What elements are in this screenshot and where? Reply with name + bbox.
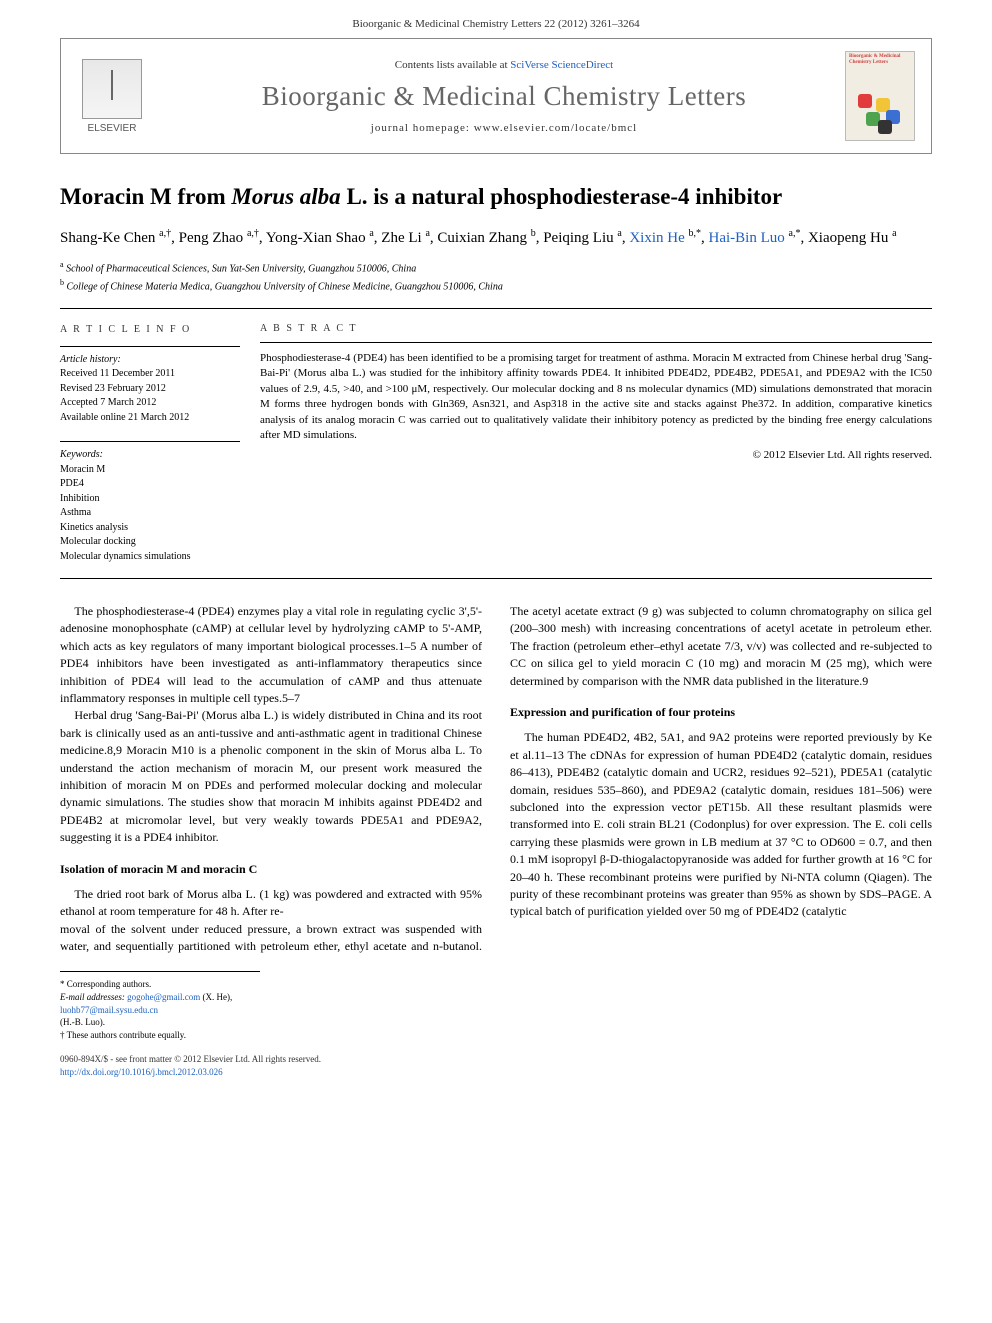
title-part-1: Moracin M from: [60, 184, 231, 209]
authors-line: Shang-Ke Chen a,†, Peng Zhao a,†, Yong-X…: [60, 226, 932, 250]
body-p2: Herbal drug 'Sang-Bai-Pi' (Morus alba L.…: [60, 707, 482, 846]
affiliations: a School of Pharmaceutical Sciences, Sun…: [60, 259, 932, 294]
rule-bottom: [60, 578, 932, 579]
keyword: Kinetics analysis: [60, 521, 240, 536]
title-species: Morus alba: [231, 184, 340, 209]
journal-cover-thumb: Bioorganic & Medicinal Chemistry Letters: [845, 51, 915, 141]
abstract-heading: A B S T R A C T: [260, 323, 932, 334]
abstract: A B S T R A C T Phosphodiesterase-4 (PDE…: [260, 323, 932, 564]
article-title: Moracin M from Morus alba L. is a natura…: [60, 182, 932, 212]
info-abstract-row: A R T I C L E I N F O Article history: R…: [60, 309, 932, 578]
body-p3: The dried root bark of Morus alba L. (1 …: [60, 886, 482, 921]
cover-blob-5: [878, 120, 892, 134]
history-online: Available online 21 March 2012: [60, 411, 240, 426]
keyword: Moracin M: [60, 463, 240, 478]
elsevier-tree-icon: [82, 59, 142, 119]
history-label: Article history:: [60, 353, 240, 368]
cover-blob-1: [858, 94, 872, 108]
sciencedirect-link[interactable]: SciVerse ScienceDirect: [510, 59, 613, 71]
history-received: Received 11 December 2011: [60, 367, 240, 382]
heading-isolation: Isolation of moracin M and moracin C: [60, 861, 482, 878]
keyword: Asthma: [60, 506, 240, 521]
keyword: PDE4: [60, 477, 240, 492]
abstract-text: Phosphodiesterase-4 (PDE4) has been iden…: [260, 351, 932, 443]
keyword: Molecular docking: [60, 535, 240, 550]
article-info: A R T I C L E I N F O Article history: R…: [60, 323, 260, 564]
affiliation-b: b College of Chinese Materia Medica, Gua…: [60, 277, 932, 294]
contents-prefix: Contents lists available at: [395, 59, 510, 71]
body-p1: The phosphodiesterase-4 (PDE4) enzymes p…: [60, 603, 482, 707]
history-accepted: Accepted 7 March 2012: [60, 396, 240, 411]
keywords-label: Keywords:: [60, 448, 240, 463]
title-part-2: L. is a natural phosphodiesterase-4 inhi…: [341, 184, 783, 209]
journal-header-box: ELSEVIER Contents lists available at Sci…: [60, 38, 932, 154]
email-link-1[interactable]: gogohe@gmail.com: [127, 992, 200, 1002]
contents-line: Contents lists available at SciVerse Sci…: [163, 59, 845, 71]
footnote-emails: E-mail addresses: gogohe@gmail.com (X. H…: [60, 991, 260, 1016]
journal-header-center: Contents lists available at SciVerse Sci…: [163, 59, 845, 134]
body-text: The phosphodiesterase-4 (PDE4) enzymes p…: [60, 603, 932, 955]
page-footer: 0960-894X/$ - see front matter © 2012 El…: [60, 1053, 932, 1078]
footnotes: * Corresponding authors. E-mail addresse…: [60, 971, 260, 1041]
affiliation-a: a School of Pharmaceutical Sciences, Sun…: [60, 259, 932, 276]
footer-line1: 0960-894X/$ - see front matter © 2012 El…: [60, 1053, 932, 1066]
footnote-email-who2: (H.-B. Luo).: [60, 1016, 260, 1029]
doi-link[interactable]: http://dx.doi.org/10.1016/j.bmcl.2012.03…: [60, 1067, 223, 1077]
body-p5: The human PDE4D2, 4B2, 5A1, and 9A2 prot…: [510, 729, 932, 920]
journal-homepage: journal homepage: www.elsevier.com/locat…: [163, 122, 845, 134]
email-link-2[interactable]: luohb77@mail.sysu.edu.cn: [60, 1005, 158, 1015]
elsevier-label: ELSEVIER: [88, 123, 137, 134]
keyword: Inhibition: [60, 492, 240, 507]
heading-expression: Expression and purification of four prot…: [510, 704, 932, 721]
keyword: Molecular dynamics simulations: [60, 550, 240, 565]
journal-name: Bioorganic & Medicinal Chemistry Letters: [163, 81, 845, 112]
history-revised: Revised 23 February 2012: [60, 382, 240, 397]
running-head: Bioorganic & Medicinal Chemistry Letters…: [0, 0, 992, 38]
footnote-corresponding: * Corresponding authors.: [60, 978, 260, 991]
cover-thumb-title: Bioorganic & Medicinal Chemistry Letters: [849, 54, 911, 65]
cover-thumb-art: [856, 92, 906, 132]
elsevier-logo: ELSEVIER: [77, 54, 147, 139]
footnote-equal: † These authors contribute equally.: [60, 1029, 260, 1042]
abstract-copyright: © 2012 Elsevier Ltd. All rights reserved…: [260, 449, 932, 461]
article-info-heading: A R T I C L E I N F O: [60, 323, 240, 338]
